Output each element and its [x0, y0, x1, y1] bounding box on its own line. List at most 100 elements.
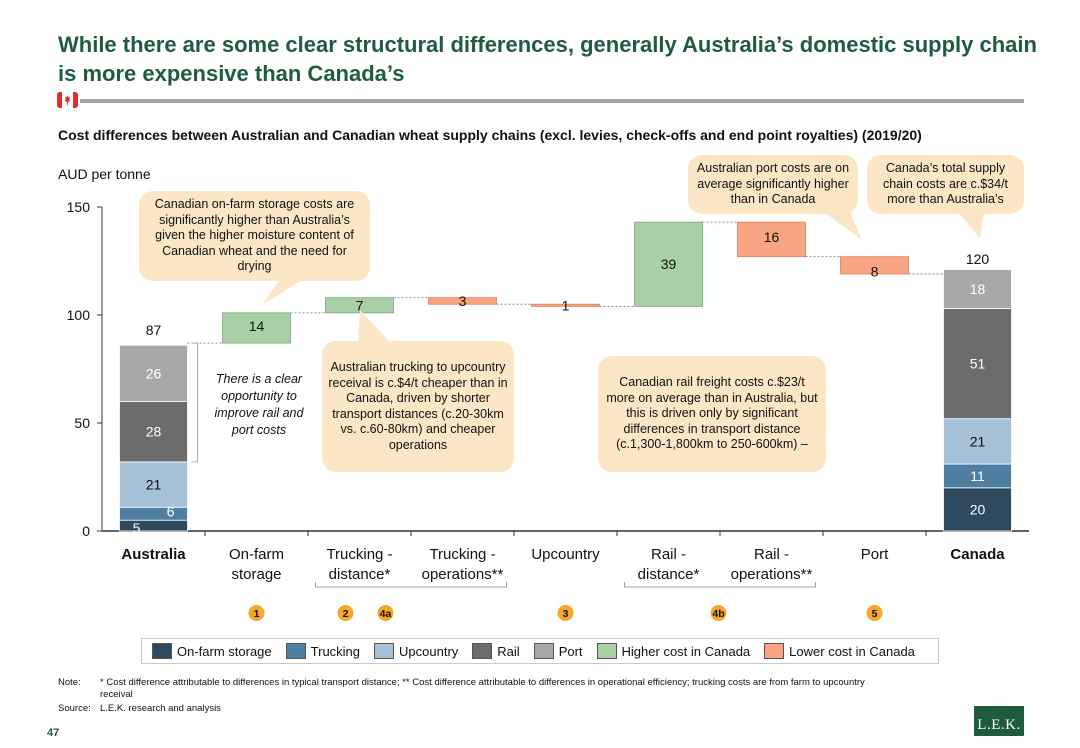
legend-label: Port — [558, 643, 583, 659]
y-axis-unit-label: AUD per tonne — [58, 166, 151, 182]
source-text: L.E.K. research and analysis — [100, 703, 221, 714]
step-badge-label: 4b — [712, 608, 724, 620]
legend-swatch — [374, 643, 395, 659]
segment-value-label: 21 — [970, 433, 986, 449]
category-label: operations** — [422, 566, 504, 583]
category-label: Rail - — [754, 546, 789, 563]
step-badge-label: 3 — [563, 608, 569, 620]
callout-port: Australian port costs are on average sig… — [688, 155, 858, 214]
stacked-segment — [943, 487, 1012, 532]
page-title: While there are some clear structural di… — [58, 32, 1037, 86]
bridge-value-label: 7 — [356, 297, 364, 313]
legend-swatch — [764, 643, 785, 659]
category-label: Trucking - — [429, 546, 495, 563]
step-badge-label: 4a — [380, 608, 392, 620]
category-label: storage — [231, 566, 281, 583]
y-tick-label: 150 — [67, 199, 91, 215]
page-number: 47 — [47, 727, 60, 739]
callout-rail: Canadian rail freight costs c.$23/t more… — [598, 356, 826, 472]
category-label: distance* — [638, 566, 700, 583]
opportunity-note: There is a clear opportunity to improve … — [214, 372, 304, 437]
segment-value-label: 5 — [133, 520, 141, 536]
step-badge-label: 5 — [872, 608, 878, 620]
stacked-segment — [119, 461, 188, 508]
legend-item-upcountry: Upcountry — [374, 643, 458, 659]
legend-item-higher-cost: Higher cost in Canada — [596, 643, 751, 659]
total-value-label: 87 — [146, 322, 162, 338]
legend-item-trucking: Trucking — [285, 643, 361, 659]
opportunity-bracket — [191, 342, 198, 463]
bridge-bar — [634, 221, 703, 307]
lek-logo: L.E.K. — [974, 706, 1024, 736]
bridge-value-label: 3 — [459, 293, 467, 309]
bridge-bar — [531, 303, 600, 307]
y-tick-label: 100 — [67, 307, 91, 323]
callout-pointer — [358, 310, 390, 342]
segment-value-label: 11 — [970, 468, 985, 484]
step-badge — [557, 605, 574, 621]
note-label: Note: — [58, 677, 81, 688]
category-label: Australia — [121, 546, 186, 563]
bridge-bar — [840, 256, 909, 275]
step-badge-label: 2 — [343, 608, 349, 620]
legend-label: Higher cost in Canada — [621, 643, 751, 659]
legend-item-rail: Rail — [472, 643, 520, 659]
legend-label: Lower cost in Canada — [789, 643, 915, 659]
step-badge-label: 1 — [254, 608, 260, 620]
segment-value-label: 6 — [167, 504, 175, 520]
step-badge — [337, 605, 354, 621]
legend-item-lower-cost: Lower cost in Canada — [764, 643, 915, 659]
chart-title: Cost differences between Australian and … — [58, 127, 922, 143]
callout-pointer — [824, 212, 862, 240]
segment-value-label: 26 — [146, 365, 162, 381]
segment-value-label: 28 — [146, 424, 162, 440]
step-badge — [248, 605, 265, 621]
y-tick-label: 0 — [82, 523, 90, 539]
bridge-bar — [428, 297, 497, 305]
legend-label: Trucking — [310, 643, 361, 659]
stacked-segment — [119, 506, 188, 521]
step-badge — [710, 605, 727, 621]
step-badge — [866, 605, 883, 621]
legend-label: Rail — [497, 643, 520, 659]
note-text: * Cost difference attributable to differ… — [100, 677, 865, 700]
legend-item-on-farm-storage: On-farm storage — [152, 643, 272, 659]
title-divider — [80, 99, 1024, 103]
stacked-segment — [943, 418, 1012, 465]
category-label: Port — [861, 546, 889, 563]
stacked-segment — [943, 308, 1012, 420]
bridge-bar — [325, 297, 394, 314]
legend-item-port: Port — [533, 643, 583, 659]
category-label: On-farm — [229, 546, 284, 563]
category-label: Canada — [950, 546, 1005, 563]
bridge-value-label: 39 — [661, 256, 677, 272]
stacked-segment — [943, 269, 1012, 309]
total-value-label: 120 — [966, 251, 990, 267]
bridge-bar — [737, 221, 806, 258]
segment-value-label: 18 — [970, 281, 986, 297]
callout-trucking: Australian trucking to upcountry receiva… — [322, 341, 514, 472]
segment-value-label: 20 — [970, 501, 986, 517]
category-label: Rail - — [651, 546, 686, 563]
step-badge — [377, 605, 394, 621]
bridge-value-label: 14 — [249, 318, 265, 334]
legend-swatch — [152, 643, 172, 659]
stacked-segment — [119, 519, 188, 532]
legend-label: On-farm storage — [177, 643, 272, 659]
legend-swatch — [533, 643, 554, 659]
bridge-value-label: 8 — [871, 264, 879, 280]
callout-pointer — [262, 279, 304, 305]
legend-swatch — [285, 643, 306, 659]
legend-label: Upcountry — [399, 643, 459, 659]
callout-pointer — [958, 212, 984, 238]
legend-swatch — [596, 643, 617, 659]
bridge-value-label: 16 — [764, 229, 780, 245]
group-bracket — [315, 582, 507, 588]
chart-legend: On-farm storage Trucking Upcountry Rail … — [141, 638, 939, 664]
callout-farm-storage: Canadian on-farm storage costs are signi… — [139, 191, 370, 281]
stacked-segment — [119, 344, 188, 402]
legend-swatch — [472, 643, 493, 659]
segment-value-label: 21 — [146, 477, 162, 493]
y-tick-label: 50 — [74, 415, 90, 431]
